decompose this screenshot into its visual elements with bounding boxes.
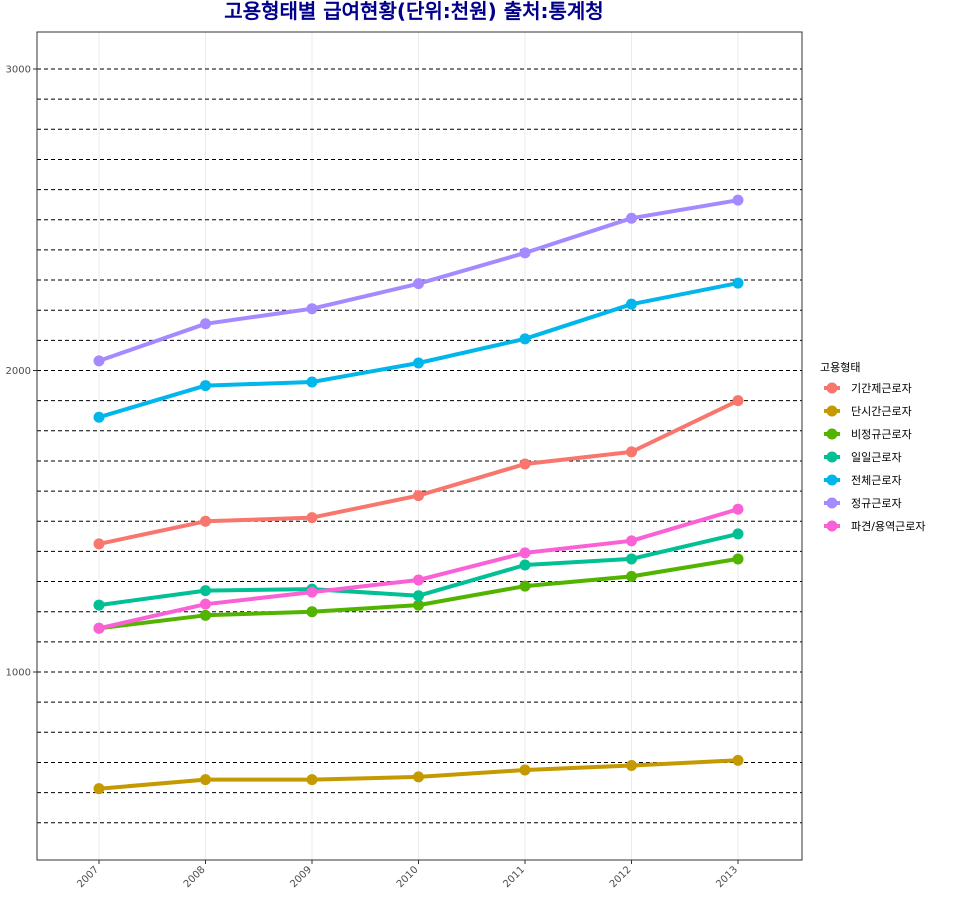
plot-area (37, 32, 802, 860)
y-tick-label: 1000 (6, 668, 31, 679)
legend-item: 기간제근로자 (824, 382, 912, 395)
data-point (413, 490, 424, 502)
data-point (519, 333, 531, 345)
legend: 고용형태 기간제근로자단시간근로자비정규근로자일일근로자전체근로자정규근로자파견… (820, 361, 926, 533)
data-point (200, 380, 211, 392)
data-point (732, 395, 744, 407)
x-tick-label: 2010 (395, 864, 421, 890)
legend-key-point (826, 428, 838, 440)
y-tick-label: 3000 (6, 65, 31, 76)
legend-label: 기간제근로자 (851, 382, 912, 395)
data-point (626, 570, 637, 582)
data-point (200, 774, 211, 786)
data-point (519, 247, 531, 259)
data-point (200, 515, 211, 527)
legend-key-point (826, 474, 838, 486)
data-point (306, 606, 318, 618)
legend-item: 정규근로자 (824, 497, 902, 510)
data-point (413, 357, 424, 369)
legend-item: 비정규근로자 (824, 428, 912, 441)
legend-label: 단시간근로자 (851, 405, 912, 418)
data-point (519, 559, 531, 571)
data-point (306, 376, 318, 388)
data-point (200, 585, 211, 597)
x-tick-label: 2013 (714, 864, 740, 890)
data-point (732, 553, 744, 565)
data-point (93, 538, 105, 550)
data-point (732, 277, 744, 289)
legend-item: 전체근로자 (824, 474, 902, 487)
data-point (732, 503, 744, 515)
legend-title: 고용형태 (820, 361, 860, 374)
legend-label: 전체근로자 (851, 474, 902, 487)
legend-label: 정규근로자 (851, 497, 902, 510)
legend-label: 비정규근로자 (851, 428, 912, 441)
data-point (200, 609, 211, 621)
data-point (93, 599, 105, 611)
data-point (626, 212, 637, 224)
plot-background (37, 32, 802, 860)
y-tick-label: 2000 (6, 366, 31, 377)
data-point (732, 754, 744, 766)
legend-key-point (826, 405, 838, 417)
data-point (626, 759, 637, 771)
legend-item: 단시간근로자 (824, 405, 912, 418)
data-point (732, 528, 744, 540)
x-tick-label: 2012 (608, 864, 634, 890)
data-point (413, 574, 424, 586)
data-point (413, 771, 424, 783)
data-point (626, 446, 637, 458)
chart-title: 고용형태별 급여현황(단위:천원) 출처:통계청 (224, 0, 603, 23)
plot-border (36, 31, 803, 861)
data-point (93, 622, 105, 634)
data-point (306, 586, 318, 598)
data-point (200, 318, 211, 330)
data-point (200, 598, 211, 610)
legend-key-point (826, 497, 838, 509)
data-point (93, 783, 105, 795)
legend-item: 일일근로자 (824, 450, 902, 464)
data-point (306, 774, 318, 786)
legend-key-point (826, 451, 838, 463)
data-points (93, 194, 744, 795)
data-point (626, 553, 637, 565)
data-point (413, 590, 424, 602)
legend-label: 파견/용역근로자 (851, 520, 926, 533)
legend-item: 파견/용역근로자 (824, 520, 926, 533)
data-point (93, 355, 105, 367)
data-point (519, 580, 531, 592)
data-point (732, 194, 744, 206)
data-point (519, 458, 531, 470)
data-point (306, 512, 318, 524)
legend-key-point (826, 520, 838, 532)
data-point (626, 298, 637, 310)
data-point (626, 535, 637, 547)
data-point (413, 599, 424, 611)
data-point (519, 547, 531, 559)
legend-label: 일일근로자 (851, 450, 902, 464)
data-point (519, 764, 531, 776)
x-tick-label: 2011 (501, 864, 527, 890)
x-tick-label: 2007 (75, 864, 101, 890)
x-tick-label: 2008 (182, 864, 208, 890)
x-tick-label: 2009 (288, 864, 314, 890)
gridlines (37, 32, 802, 860)
data-point (93, 411, 105, 423)
legend-key-point (826, 382, 838, 394)
data-point (413, 278, 424, 290)
data-point (306, 303, 318, 315)
